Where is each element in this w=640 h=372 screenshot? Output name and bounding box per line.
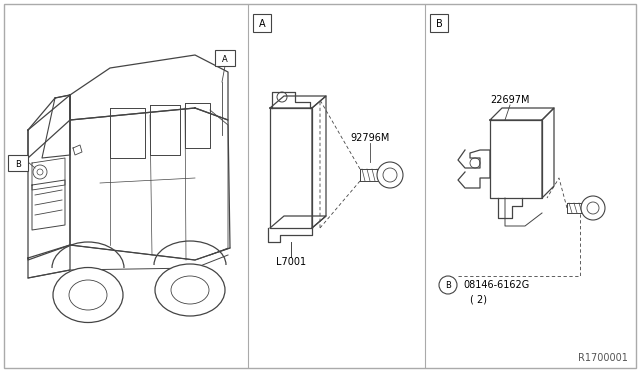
Bar [8,155,28,171]
Text: A: A [222,55,228,64]
Text: B: B [436,19,442,29]
Circle shape [470,158,480,168]
Ellipse shape [171,276,209,304]
Text: 08146-6162G: 08146-6162G [463,280,529,290]
Text: 92796M: 92796M [350,133,390,143]
Ellipse shape [155,264,225,316]
Circle shape [581,196,605,220]
Text: ( 2): ( 2) [470,294,487,304]
Text: L7001: L7001 [276,257,306,267]
Circle shape [377,162,403,188]
Text: A: A [259,19,266,29]
Circle shape [277,92,287,102]
Text: B: B [15,160,21,169]
Text: B: B [445,282,451,291]
Circle shape [439,276,457,294]
Bar [253,14,271,32]
Bar [430,14,448,32]
Text: 22697M: 22697M [490,95,530,105]
Circle shape [383,168,397,182]
Circle shape [587,202,599,214]
Ellipse shape [69,280,107,310]
Ellipse shape [53,267,123,323]
Bar [215,50,235,66]
Text: R1700001: R1700001 [578,353,628,363]
